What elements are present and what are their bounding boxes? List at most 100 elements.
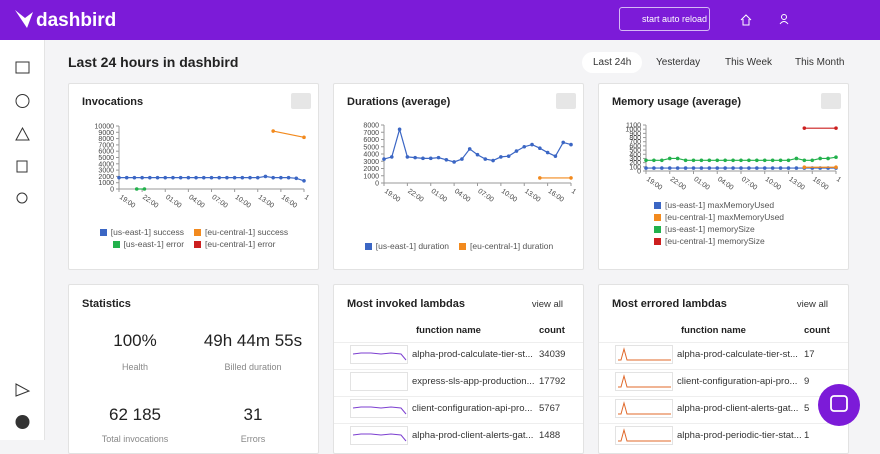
data-point — [762, 158, 767, 163]
function-name: alpha-prod-client-alerts-gat... — [412, 430, 534, 441]
y-tick-label: 9000 — [98, 130, 114, 137]
count: 1 — [804, 430, 810, 441]
data-point — [522, 144, 527, 149]
y-tick-label: 0 — [637, 169, 641, 176]
data-point — [124, 175, 129, 180]
data-point — [675, 166, 680, 170]
page-title: Last 24 hours in dashbird — [68, 54, 239, 70]
play-icon[interactable] — [15, 94, 30, 108]
x-tick-label: 04:00 — [187, 194, 205, 210]
tab[interactable]: Yesterday — [656, 57, 701, 68]
data-point — [225, 175, 229, 180]
x-tick-label: 19:00 — [383, 188, 401, 204]
legend-item: [eu-central-1] memorySize — [654, 236, 765, 246]
view-all-link[interactable]: view all — [531, 299, 563, 310]
x-tick-label: 1 — [835, 176, 842, 184]
y-tick-label: 7000 — [98, 142, 114, 149]
terminal-icon[interactable] — [15, 61, 30, 74]
home-icon[interactable] — [740, 14, 752, 26]
data-point — [538, 146, 542, 150]
data-point — [302, 179, 306, 183]
data-point — [715, 166, 720, 170]
feedback-icon[interactable] — [15, 383, 31, 397]
chat-bubble[interactable] — [818, 384, 860, 426]
alert-icon[interactable] — [15, 126, 30, 141]
legend-label: [eu-central-1] success — [205, 227, 289, 237]
chat-launcher[interactable] — [818, 384, 860, 426]
y-tick-label: 800 — [629, 135, 641, 142]
chat-icon — [830, 395, 848, 412]
y-tick-label: 1000 — [98, 180, 114, 187]
table-row: alpha-prod-periodic-tier-stat... 1 — [599, 423, 848, 447]
count: 5 — [804, 403, 810, 414]
x-tick-label: 13:00 — [523, 188, 541, 204]
chart-icon[interactable] — [556, 93, 576, 109]
legend-label: [us-east-1] error — [123, 239, 185, 249]
data-point — [186, 175, 191, 180]
legend-item: [eu-central-1] success — [194, 227, 288, 237]
data-point — [660, 166, 664, 170]
chart-icon[interactable] — [821, 93, 841, 109]
chart-title: Durations (average) — [347, 96, 451, 108]
series-line — [383, 127, 572, 163]
data-point — [132, 175, 137, 180]
tab[interactable]: Last 24h — [582, 52, 643, 73]
brand: dashbird — [36, 10, 117, 31]
legend-swatch — [654, 238, 661, 245]
legend-swatch — [194, 229, 202, 236]
data-point — [499, 155, 503, 159]
user-icon[interactable] — [781, 14, 787, 20]
data-point — [413, 155, 417, 160]
data-point — [747, 158, 751, 163]
data-point — [834, 126, 838, 130]
legend: [us-east-1] duration [eu-central-1] durat… — [344, 241, 574, 251]
chart-icon[interactable] — [291, 93, 311, 109]
data-point — [569, 142, 573, 147]
data-point — [483, 157, 488, 161]
legend-item: [eu-central-1] error — [194, 239, 275, 249]
count: 17792 — [539, 376, 566, 387]
data-point — [699, 158, 704, 163]
search-icon[interactable] — [16, 192, 28, 204]
card-title: Most invoked lambdas — [347, 298, 465, 310]
table-row: client-configuration-api-pro... 5767 — [334, 396, 583, 420]
view-all-link[interactable]: view all — [796, 299, 828, 310]
data-point — [660, 158, 664, 163]
copy-icon[interactable] — [16, 160, 28, 173]
legend-swatch — [654, 226, 661, 233]
data-point — [475, 152, 480, 157]
sparkline-path — [618, 401, 671, 415]
stat-value: 49h 44m 55s — [203, 331, 303, 350]
data-point — [286, 175, 291, 180]
x-tick-label: 1 — [570, 188, 577, 196]
data-point — [786, 166, 791, 170]
y-tick-label: 1000 — [363, 173, 379, 180]
data-point — [834, 155, 838, 159]
data-point — [667, 156, 672, 161]
legend: [us-east-1] success [eu-central-1] succes… — [84, 227, 304, 249]
column-header: function name — [681, 325, 746, 336]
data-point — [794, 166, 799, 170]
x-tick-label: 22:00 — [141, 194, 159, 210]
data-point — [460, 157, 464, 161]
data-point — [731, 166, 735, 170]
x-tick-label: 10:00 — [233, 194, 251, 210]
function-name: client-configuration-api-pro... — [677, 376, 798, 387]
legend-item: [us-east-1] duration — [364, 241, 449, 251]
x-tick-label: 16:00 — [811, 176, 829, 192]
sidebar-icons — [15, 61, 31, 429]
help-icon[interactable] — [15, 415, 30, 429]
data-point — [545, 150, 550, 155]
y-tick-label: 0 — [110, 187, 114, 194]
y-tick-label: 400 — [629, 152, 641, 159]
y-tick-label: 4000 — [98, 161, 114, 168]
data-point — [652, 158, 656, 163]
tab[interactable]: This Month — [795, 57, 845, 68]
legend-swatch — [194, 241, 202, 248]
auto-reload-button[interactable]: start auto reload — [619, 7, 710, 31]
tab[interactable]: This Week — [725, 57, 773, 68]
legend-item: [eu-central-1] duration — [459, 241, 553, 251]
stat-label: Health — [121, 362, 148, 372]
data-point — [834, 165, 838, 170]
